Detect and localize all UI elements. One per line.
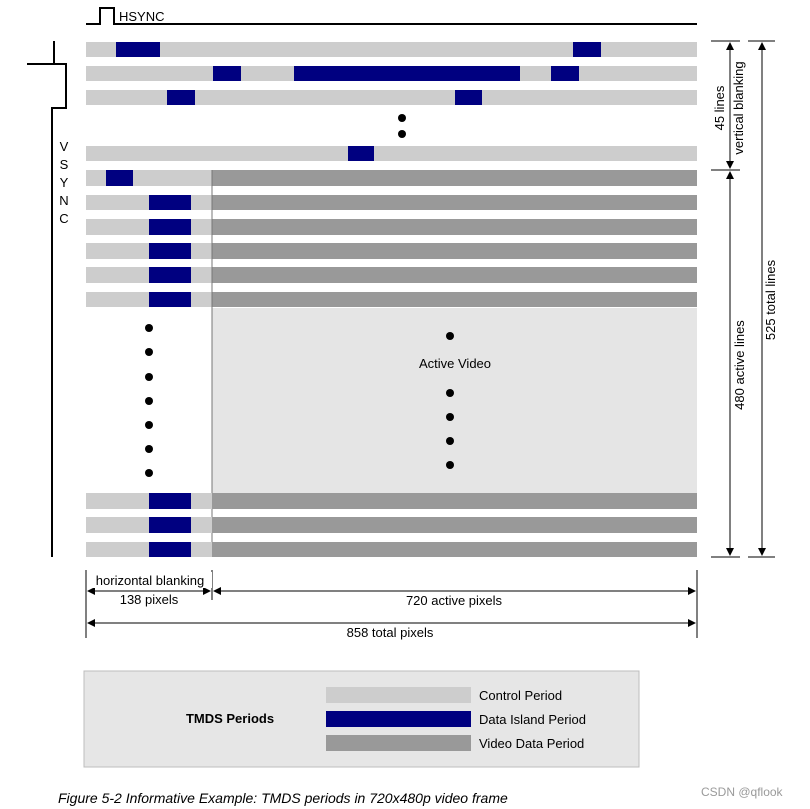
active-video-label: Active Video [419,356,491,371]
active-lines: Active Video [86,170,697,557]
active-lines-label: 480 active lines [732,320,747,410]
hblank-text-label: horizontal blanking [96,573,204,588]
watermark: CSDN @qflook [701,785,783,799]
data-island-period [116,42,160,57]
data-island-period [149,267,191,283]
legend-swatch-control [326,687,471,703]
data-island-period [106,170,133,186]
video-data-period [212,292,697,307]
legend-swatch-video [326,735,471,751]
ellipsis-dot [446,461,454,469]
video-data-period [212,219,697,235]
legend-label-control: Control Period [479,688,562,703]
data-island-period [213,66,241,81]
vsync-letter: Y [60,175,69,190]
ellipsis-dot [145,421,153,429]
data-island-period [551,66,579,81]
video-data-period [212,517,697,533]
video-data-period [212,170,697,186]
video-data-period [212,267,697,283]
hblank-label-bg [88,572,212,588]
data-island-period [294,66,520,81]
legend: TMDS Periods Control Period Data Island … [83,670,640,768]
ellipsis-dot [398,114,406,122]
control-period-line [86,146,697,161]
vsync-letter: V [60,139,69,154]
hsync-label: HSYNC [119,9,165,24]
legend-label-video: Video Data Period [479,736,584,751]
control-period-line [86,90,697,105]
data-island-period [149,243,191,259]
data-island-period [455,90,482,105]
horizontal-dimensions [85,570,698,638]
ellipsis-dot [145,397,153,405]
horizontal-arrowheads [87,587,696,627]
video-data-period [212,493,697,509]
data-island-period [149,195,191,210]
vsync-letter: C [59,211,68,226]
data-island-period [149,292,191,307]
legend-title: TMDS Periods [186,711,274,726]
ellipsis-dot [145,373,153,381]
legend-label-data-island: Data Island Period [479,712,586,727]
data-island-period [149,542,191,557]
data-island-period [167,90,195,105]
hblank-pixels-label: 138 pixels [120,592,179,607]
vertical-dimensions [711,40,775,558]
legend-swatch-data-island [326,711,471,727]
active-video-region [212,308,697,493]
figure-caption: Figure 5-2 Informative Example: TMDS per… [58,790,508,806]
data-island-period [348,146,374,161]
ellipsis-dot [145,348,153,356]
ellipsis-dot [446,413,454,421]
vsync-letter: S [60,157,69,172]
vsync-letter: N [59,193,68,208]
ellipsis-dot [398,130,406,138]
ellipsis-dot [446,389,454,397]
video-data-period [212,243,697,259]
data-island-period [149,219,191,235]
data-island-period [149,517,191,533]
ellipsis-dot [145,324,153,332]
control-period-line [86,42,697,57]
video-data-period [212,195,697,210]
vblank-lines-label: 45 lines [712,85,727,130]
data-island-period [573,42,601,57]
vsync-label: V S Y N C [59,139,68,226]
total-pixels-label: 858 total pixels [347,625,434,640]
control-period [86,170,212,186]
ellipsis-dot [145,469,153,477]
vblank-text-label: vertical blanking [731,61,746,154]
hsync-waveform [86,7,697,25]
video-data-period [212,542,697,557]
ellipsis-dot [145,445,153,453]
ellipsis-dot [446,437,454,445]
vsync-waveform [27,41,67,557]
total-lines-label: 525 total lines [763,259,778,340]
ellipsis-dot [446,332,454,340]
data-island-period [149,493,191,509]
vertical-arrowheads [726,42,766,556]
vertical-blanking-lines [86,42,697,161]
active-pixels-label: 720 active pixels [406,593,503,608]
